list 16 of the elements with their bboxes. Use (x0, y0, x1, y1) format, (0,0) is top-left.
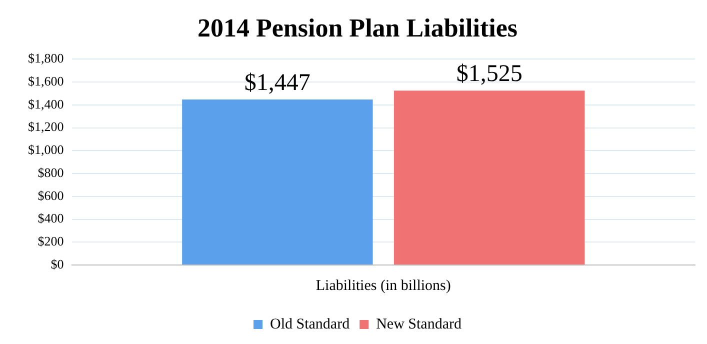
y-tick-label: $400 (38, 210, 64, 226)
data-label: $1,525 (456, 60, 522, 87)
legend-label: New Standard (376, 316, 462, 332)
x-tick-label: Liabilities (in billions) (316, 278, 451, 294)
legend-label: Old Standard (270, 316, 350, 332)
y-tick-label: $800 (38, 164, 64, 180)
y-tick-label: $1,600 (28, 73, 64, 88)
y-tick-label: $600 (38, 188, 64, 203)
data-label: $1,447 (244, 70, 310, 96)
y-tick-label: $1,800 (28, 50, 64, 66)
y-tick-label: $0 (50, 256, 64, 272)
chart-title: 2014 Pension Plan Liabilities (198, 13, 518, 42)
y-tick-label: $1,200 (28, 119, 64, 134)
y-tick-label: $1,400 (28, 96, 64, 112)
y-tick-label: $1,000 (28, 142, 64, 158)
y-tick-label: $200 (38, 234, 64, 249)
